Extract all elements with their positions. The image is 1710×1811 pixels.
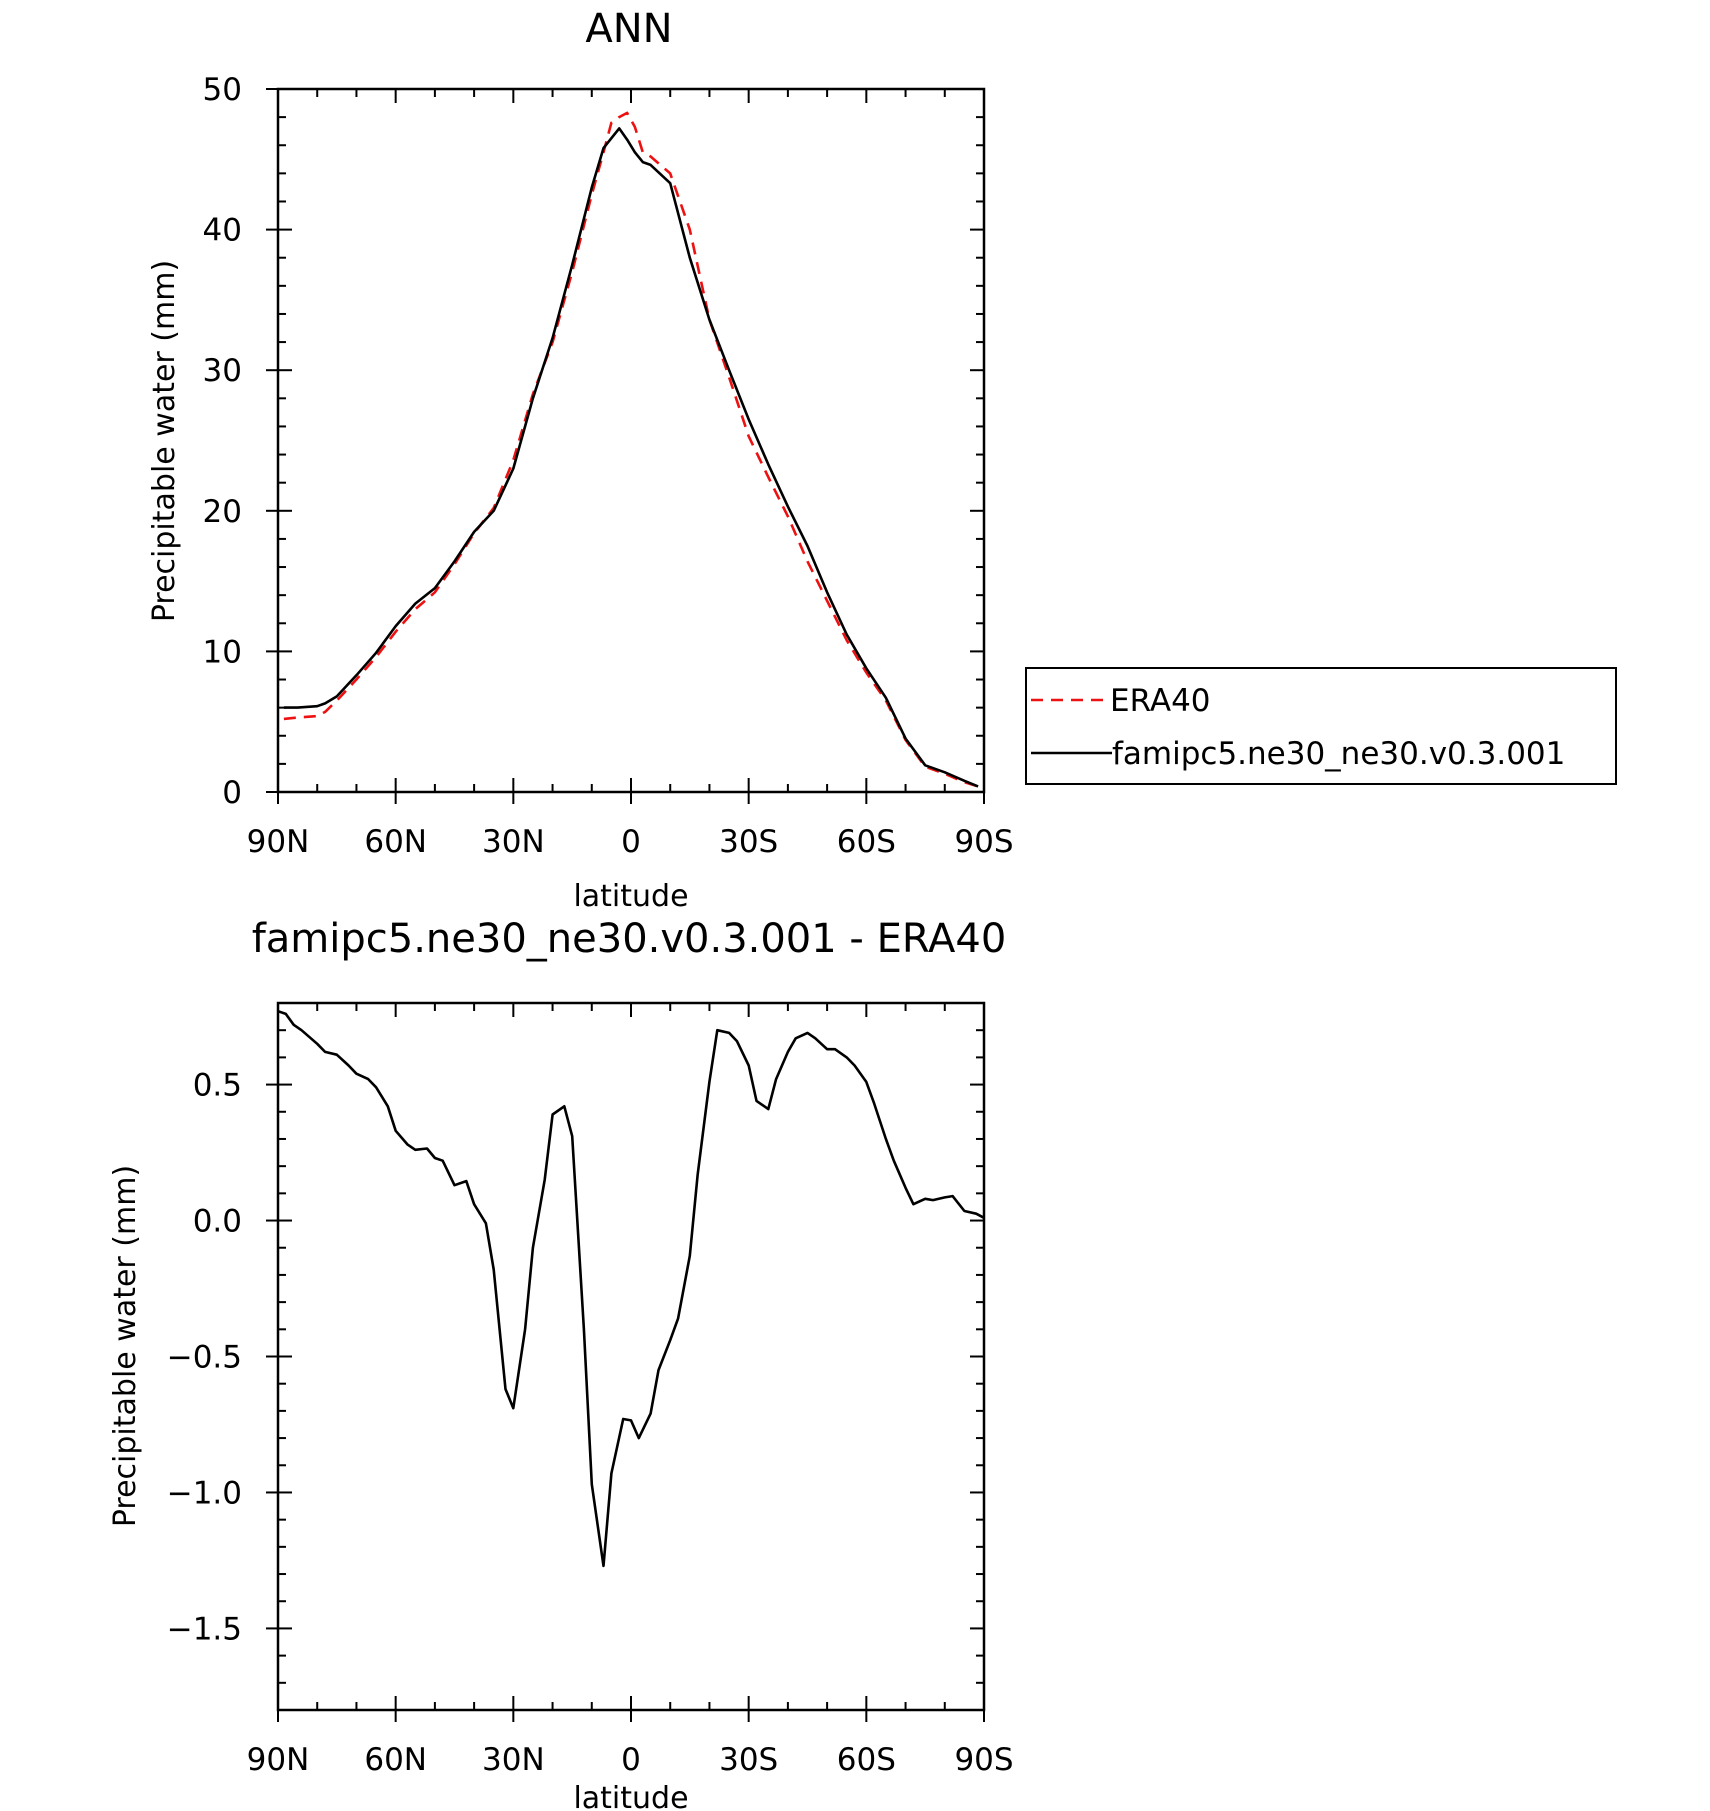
- legend: ERA40 famipc5.ne30_ne30.v0.3.001: [1025, 667, 1617, 785]
- y-tick-label: −1.0: [167, 1475, 242, 1511]
- y-tick-label: 30: [203, 353, 242, 389]
- x-tick-label: 90N: [247, 1742, 310, 1778]
- x-tick-label: 0: [621, 1742, 641, 1778]
- axis-ticks-bottom: 90N 60N 30N 0 30S 60S 90S 0.5 0.0 −0.5 −1.0 −1.5: [167, 1002, 1014, 1778]
- x-tick-label: 90N: [247, 824, 310, 860]
- series-group-top: [283, 111, 979, 788]
- chart-title-top: ANN: [585, 6, 672, 52]
- y-tick-label: 40: [203, 213, 242, 249]
- y-tick-label: 0.0: [193, 1204, 242, 1240]
- series-group-bottom: [277, 1009, 985, 1568]
- x-tick-label: 30S: [719, 824, 778, 860]
- chart-top: ANN 90N 60N 30N 0 30S 60S 90S 0 10 20 30 40 50 latit…: [147, 6, 1617, 914]
- x-tick-label: 60S: [837, 1742, 896, 1778]
- x-tick-label: 30S: [719, 1742, 778, 1778]
- x-tick-label: 30N: [482, 1742, 545, 1778]
- x-tick-label: 90S: [954, 824, 1013, 860]
- x-tick-label: 60N: [364, 824, 427, 860]
- x-tick-label: 60S: [837, 824, 896, 860]
- x-tick-label: 30N: [482, 824, 545, 860]
- x-tick-label: 90S: [954, 1742, 1013, 1778]
- y-tick-label: 50: [203, 72, 242, 108]
- x-tick-label: 60N: [364, 1742, 427, 1778]
- y-tick-label: 20: [203, 494, 242, 530]
- x-tick-label: 0: [621, 824, 641, 860]
- y-axis-label-bottom: Precipitable water (mm): [108, 1165, 143, 1527]
- legend-label-model: famipc5.ne30_ne30.v0.3.001: [1112, 736, 1565, 772]
- y-tick-label: −0.5: [167, 1340, 242, 1376]
- y-tick-label: 0: [222, 775, 242, 811]
- axis-ticks-top: 90N 60N 30N 0 30S 60S 90S 0 10 20 30 40 50: [203, 72, 1014, 860]
- y-tick-label: 10: [203, 634, 242, 670]
- series-line-top-era40: [283, 111, 979, 788]
- y-axis-label-top: Precipitable water (mm): [147, 260, 182, 622]
- plot-frame-top: [276, 87, 986, 794]
- chart-title-bottom: famipc5.ne30_ne30.v0.3.001 - ERA40: [252, 916, 1007, 962]
- series-line-bottom-difference: [277, 1009, 985, 1568]
- chart-bottom: famipc5.ne30_ne30.v0.3.001 - ERA40 90N 60…: [108, 916, 1014, 1811]
- legend-label-era40: ERA40: [1110, 683, 1211, 719]
- y-tick-label: 0.5: [193, 1068, 242, 1104]
- plot-frame-bottom: [276, 1001, 986, 1712]
- series-line-top-famipc5-ne30-ne30-v0-3-001: [283, 127, 979, 788]
- legend-box: [1025, 667, 1617, 785]
- x-axis-label-top: latitude: [573, 879, 688, 914]
- y-tick-label: −1.5: [167, 1611, 242, 1647]
- x-axis-label-bottom: latitude: [573, 1781, 688, 1811]
